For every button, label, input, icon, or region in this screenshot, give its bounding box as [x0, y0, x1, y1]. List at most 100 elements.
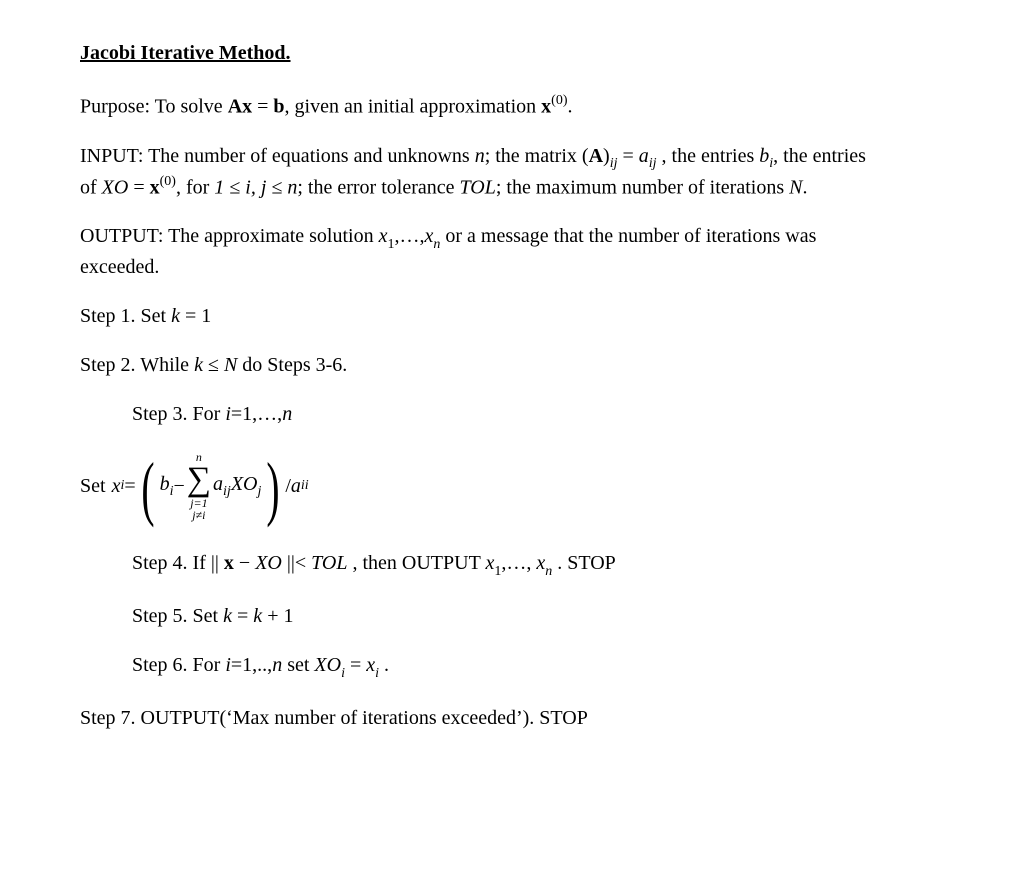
x-sup: (0) [551, 93, 567, 108]
document-page: Jacobi Iterative Method. Purpose: To sol… [0, 0, 1024, 794]
sigma-lower-2: j≠i [192, 509, 205, 521]
b-var: b [160, 473, 170, 495]
xn-var: x [536, 552, 545, 574]
range-cond: 1 ≤ i, j ≤ n [214, 176, 297, 198]
step-6: Step 6. For i=1,..,n set XOi = xi . [132, 652, 944, 683]
TOL-var: TOL [460, 176, 496, 198]
text: , [657, 145, 672, 167]
N-var: N [224, 354, 237, 376]
text: INPUT: The number of equations and unkno… [80, 145, 475, 167]
N-var: N [789, 176, 802, 198]
text: Purpose: To solve [80, 96, 228, 118]
x-var: x [150, 176, 160, 198]
text: ; the matrix [485, 145, 582, 167]
text: , the entries [773, 145, 866, 167]
step-3: Step 3. For i=1,…,n [132, 401, 944, 428]
step-4: Step 4. If || x − XO ||< TOL , then OUTP… [132, 550, 944, 581]
step-7: Step 7. OUTPUT(‘Max number of iterations… [80, 705, 944, 732]
jacobi-formula: Set xi = ( bi − n ∑ j=1 j≠i aijXOj ) / a… [80, 450, 944, 522]
k-var: k [194, 354, 203, 376]
eqn-Ax: Ax [228, 96, 252, 118]
text: Step 7. OUTPUT(‘Max number of iterations… [80, 707, 588, 729]
XO-var: XO [231, 473, 258, 495]
x1-sub: 1 [494, 564, 501, 579]
x-sub: i [375, 666, 379, 681]
a-var: a [213, 473, 223, 495]
n-var: n [475, 145, 485, 167]
text: do Steps 3-6. [237, 354, 347, 376]
text: Step 5. Set [132, 605, 223, 627]
period: . [379, 654, 389, 676]
text: or a message that the number of iteratio… [440, 225, 816, 247]
text: ,…, [394, 225, 424, 247]
paren-inner: bi − n ∑ j=1 j≠i aijXOj [160, 451, 262, 521]
text: ; the error tolerance [297, 176, 459, 198]
text: OUTPUT: The approximate solution [80, 225, 379, 247]
n-var: n [282, 403, 292, 425]
text: , for [176, 176, 214, 198]
TOL-var: TOL [311, 552, 347, 574]
k-var: k [171, 305, 180, 327]
A-sub: ij [610, 156, 618, 171]
aii-sub: ii [301, 477, 309, 496]
x1-var: x [485, 552, 494, 574]
x1-sub: 1 [387, 237, 394, 252]
text: . STOP [552, 552, 616, 574]
text: , given an initial approximation [285, 96, 542, 118]
text: = [617, 145, 638, 167]
x-var: x [541, 96, 551, 118]
x-var: x [224, 552, 234, 574]
norm-open: || [211, 552, 224, 574]
input-para: INPUT: The number of equations and unkno… [80, 143, 944, 202]
text: = 1 [180, 305, 211, 327]
b-sub: i [170, 484, 174, 499]
set-text: Set [80, 473, 106, 500]
k2-var: k [253, 605, 262, 627]
norm-close: ||< [282, 552, 311, 574]
xn-sub: n [545, 564, 552, 579]
eq: = [232, 605, 253, 627]
text: = [252, 96, 273, 118]
k-var: k [223, 605, 232, 627]
aii-var: a [291, 473, 301, 500]
XO-var: XO [102, 176, 129, 198]
dots: ,…, [501, 552, 536, 574]
output-para: OUTPUT: The approximate solution x1,…,xn… [80, 223, 944, 281]
page-title: Jacobi Iterative Method. [80, 40, 944, 67]
text: exceeded. [80, 256, 159, 278]
b-var: b [759, 145, 769, 167]
minus: − [174, 473, 185, 500]
b-sub: i [769, 156, 773, 171]
x-sup: (0) [160, 174, 176, 189]
text: . [568, 96, 573, 118]
text: Step 3. For [132, 403, 225, 425]
a-sub: ij [223, 484, 231, 499]
step-2: Step 2. While k ≤ N do Steps 3-6. [80, 352, 944, 379]
range: =1,.., [231, 654, 272, 676]
text: Step 4. If [132, 552, 211, 574]
text: , then OUTPUT [347, 552, 485, 574]
text: = [128, 176, 149, 198]
text: ; the maximum number of iterations [496, 176, 789, 198]
text: . [802, 176, 807, 198]
plus1: + 1 [262, 605, 293, 627]
text: ≤ [203, 354, 224, 376]
xi-sub: i [120, 477, 124, 496]
a-var: a [639, 145, 649, 167]
XO-var: XO [255, 552, 282, 574]
text: Step 6. For [132, 654, 225, 676]
purpose-para: Purpose: To solve Ax = b, given an initi… [80, 93, 944, 121]
step-5: Step 5. Set k = k + 1 [132, 603, 944, 630]
xn-sub: n [433, 237, 440, 252]
text: of [80, 176, 102, 198]
x-var: x [366, 654, 375, 676]
xi-var: x [112, 473, 121, 500]
XO-var: XO [314, 654, 341, 676]
a-sub: ij [649, 156, 657, 171]
step-1: Step 1. Set k = 1 [80, 303, 944, 330]
sigma-block: n ∑ j=1 j≠i [187, 451, 211, 521]
left-paren: ( [141, 452, 154, 524]
text: the entries [672, 145, 760, 167]
minus: − [234, 552, 255, 574]
XO-sub: j [257, 484, 261, 499]
